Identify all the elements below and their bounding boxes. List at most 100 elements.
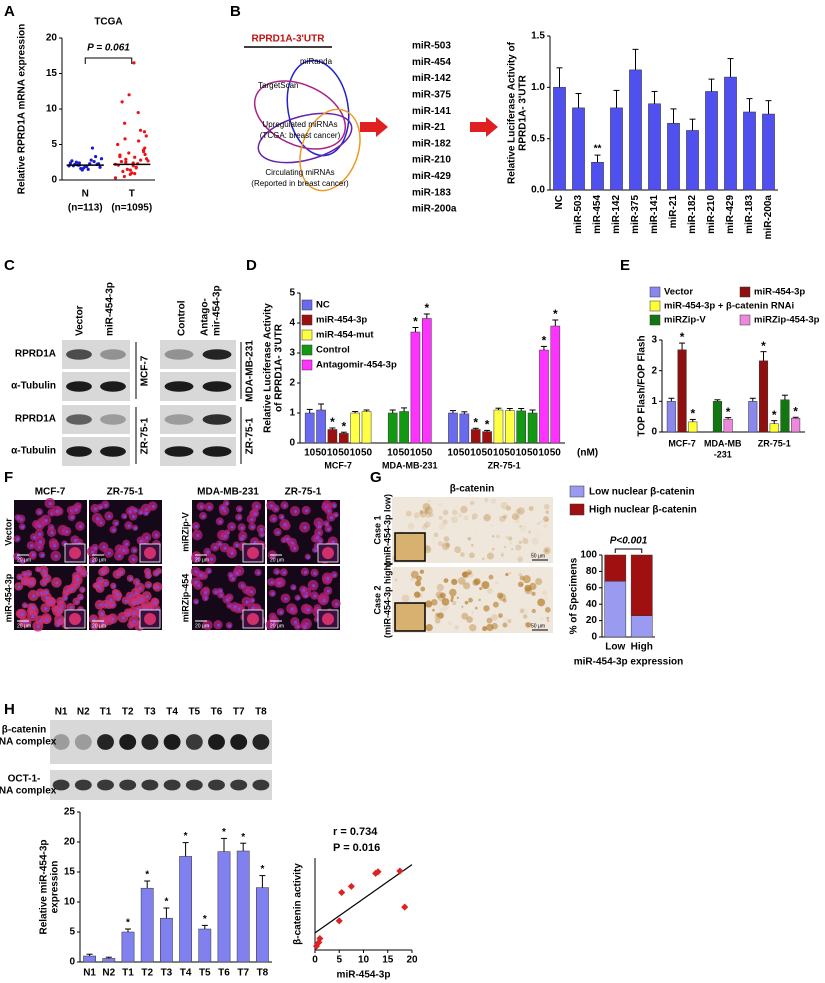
legend-swatch (649, 314, 661, 326)
nucleus (32, 594, 36, 598)
stain (424, 600, 433, 608)
nucleus (82, 572, 86, 576)
nucleus (104, 503, 108, 507)
bar (399, 411, 409, 444)
mirna-name: miR-375 (412, 90, 451, 101)
y-tick-label: 20 (46, 33, 58, 44)
group-label: MCF-7 (668, 438, 696, 448)
nucleus (332, 504, 336, 508)
stain (415, 580, 422, 587)
x-tick-label: N (82, 189, 89, 200)
nucleus (230, 551, 234, 556)
stain (440, 592, 446, 599)
nucleus (249, 590, 253, 594)
annotation: P = 0.016 (333, 842, 380, 854)
nucleus (45, 577, 50, 581)
nucleus (139, 539, 143, 543)
x-tick-note: (n=113) (68, 203, 103, 214)
significance: ** (594, 144, 602, 155)
nucleus (125, 542, 129, 546)
significance: * (553, 307, 558, 321)
x-tick-label: miR-142 (611, 195, 622, 234)
panel-letter: C (4, 257, 15, 274)
stain (435, 612, 440, 617)
nucleus (53, 544, 57, 548)
blot-band (97, 779, 114, 791)
nucleus (313, 548, 318, 553)
nucleus (99, 505, 103, 509)
y-tick-label: 3 (651, 335, 657, 346)
nucleus (79, 595, 83, 600)
inset-cell (144, 547, 156, 559)
data-point (90, 146, 95, 150)
nucleus (313, 594, 317, 598)
bar (505, 410, 515, 444)
x-tick-label: T7 (237, 968, 249, 979)
legend-label: miRZip-454-3p (754, 315, 820, 326)
nucleus (42, 569, 46, 573)
case-label: Case 1 (372, 515, 382, 544)
stain (524, 538, 527, 542)
nucleus (293, 510, 298, 514)
stain (451, 578, 458, 586)
legend-swatch (569, 503, 585, 516)
lane-label: Control (177, 300, 188, 336)
data-point (128, 168, 132, 172)
legend-swatch (649, 286, 661, 298)
significance: * (726, 405, 731, 419)
x-tick-note: (n=1095) (111, 203, 152, 214)
stain (461, 605, 464, 608)
stain (407, 522, 415, 530)
inset (394, 532, 426, 562)
bar (459, 413, 470, 444)
y-tick-label: 3 (289, 348, 295, 359)
nucleus (326, 589, 330, 593)
stain (474, 606, 478, 610)
bar (539, 349, 549, 444)
stain (535, 577, 543, 585)
bar (723, 418, 733, 433)
nucleus (55, 509, 59, 514)
bar (705, 91, 718, 191)
stain (490, 498, 497, 504)
scale-bar-label: 50 μm (531, 623, 545, 629)
blot-band (202, 446, 232, 457)
stain (495, 534, 500, 539)
legend-swatch (739, 286, 751, 298)
x-tick-label: 15 (382, 955, 394, 966)
stain (422, 503, 431, 511)
x-tick-label: Low (605, 642, 625, 653)
nucleus (245, 600, 249, 604)
column-label: ZR-75-1 (285, 487, 322, 498)
bar (350, 412, 360, 444)
bar (667, 123, 680, 191)
lane-label: mir-454-3p (212, 285, 223, 336)
nucleus (21, 559, 25, 563)
chart-title: TCGA (94, 17, 122, 28)
stain (464, 600, 469, 605)
nucleus (121, 616, 126, 620)
blot-row-label: α-Tubulin (11, 381, 56, 392)
nucleus (304, 509, 309, 513)
stain (443, 536, 450, 542)
group-label: MDA-MB (704, 438, 742, 448)
stain (410, 570, 419, 579)
nucleus (203, 591, 208, 595)
nucleus (196, 533, 200, 538)
mirna-name: miR-141 (412, 106, 451, 117)
bar (780, 399, 790, 433)
nucleus (276, 530, 280, 535)
nucleus (18, 575, 22, 579)
y-tick-label: 0.5 (531, 133, 545, 144)
x-tick-label: 10 (387, 448, 399, 459)
stain (522, 538, 529, 545)
nucleus (98, 603, 102, 607)
lane-label: T2 (122, 707, 134, 718)
stain (456, 596, 459, 599)
nucleus (209, 557, 214, 561)
nucleus (291, 541, 295, 545)
stain (435, 591, 443, 599)
nucleus (306, 555, 310, 559)
stain (437, 593, 446, 602)
